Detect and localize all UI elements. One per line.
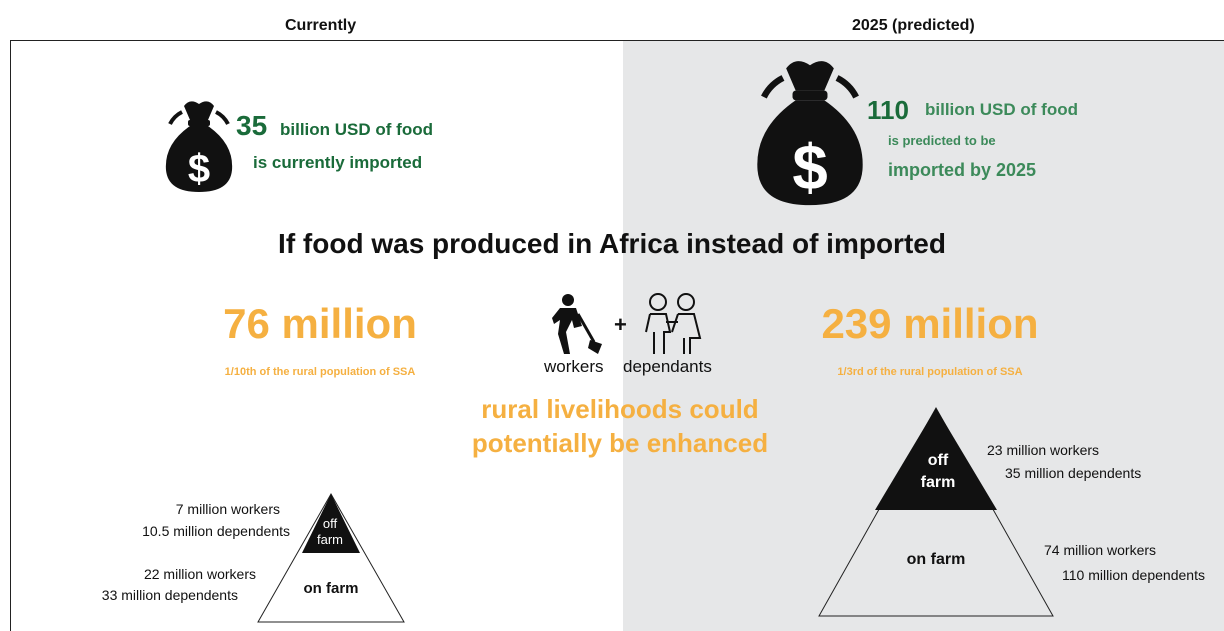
svg-text:$: $ (188, 147, 210, 191)
current-pyramid-top-1: off (322, 516, 338, 531)
diagram-frame (10, 40, 1224, 631)
predicted-pyramid (818, 406, 1054, 617)
worker-icon (552, 294, 602, 354)
current-bottom-workers: 22 million workers (143, 566, 256, 582)
workers-label: workers (544, 357, 604, 376)
current-top-workers: 7 million workers (175, 501, 280, 517)
predicted-pyramid-bottom: on farm (906, 551, 966, 568)
predicted-bottom-workers: 74 million workers (1044, 542, 1157, 558)
current-pyramid (257, 492, 405, 623)
header-predicted: 2025 (predicted) (852, 17, 975, 34)
predicted-share: 1/3rd of the rural population of SSA (837, 366, 1023, 378)
current-pyramid-top-2: farm (317, 532, 343, 547)
current-sub: is currently imported (253, 153, 423, 172)
svg-text:$: $ (792, 132, 827, 203)
money-bag-icon: $ (757, 61, 863, 206)
predicted-amount-text: billion USD of food (925, 100, 1078, 119)
predicted-pyramid-top-2: farm (920, 474, 956, 491)
current-pyramid-bottom: on farm (303, 580, 359, 597)
dependants-label: dependants (623, 357, 712, 376)
predicted-top-dependents: 35 million dependents (1005, 465, 1142, 481)
predicted-pyramid-top-1: off (927, 452, 949, 469)
current-share: 1/10th of the rural population of SSA (224, 366, 416, 378)
predicted-bottom-dependents: 110 million dependents (1062, 567, 1205, 583)
current-amount-text: billion USD of food (280, 120, 433, 139)
predicted-top-workers: 23 million workers (987, 442, 1100, 458)
plus-sign: + (614, 312, 627, 337)
predicted-sub-2: imported by 2025 (888, 160, 1037, 180)
outcome-line-2: potentially be enhanced (471, 428, 769, 458)
money-bag-icon: $ (165, 101, 233, 192)
predicted-big-number: 239 million (821, 300, 1039, 347)
headline: If food was produced in Africa instead o… (278, 228, 946, 259)
header-currently: Currently (285, 17, 357, 34)
predicted-amount: 110 (867, 95, 909, 125)
current-amount: 35 (236, 110, 268, 141)
predicted-sub-1: is predicted to be (888, 133, 996, 148)
current-bottom-dependents: 33 million dependents (101, 587, 238, 603)
current-big-number: 76 million (223, 300, 417, 347)
current-top-dependents: 10.5 million dependents (142, 523, 290, 539)
outcome-line-1: rural livelihoods could (481, 394, 759, 424)
couple-icon (645, 293, 702, 354)
